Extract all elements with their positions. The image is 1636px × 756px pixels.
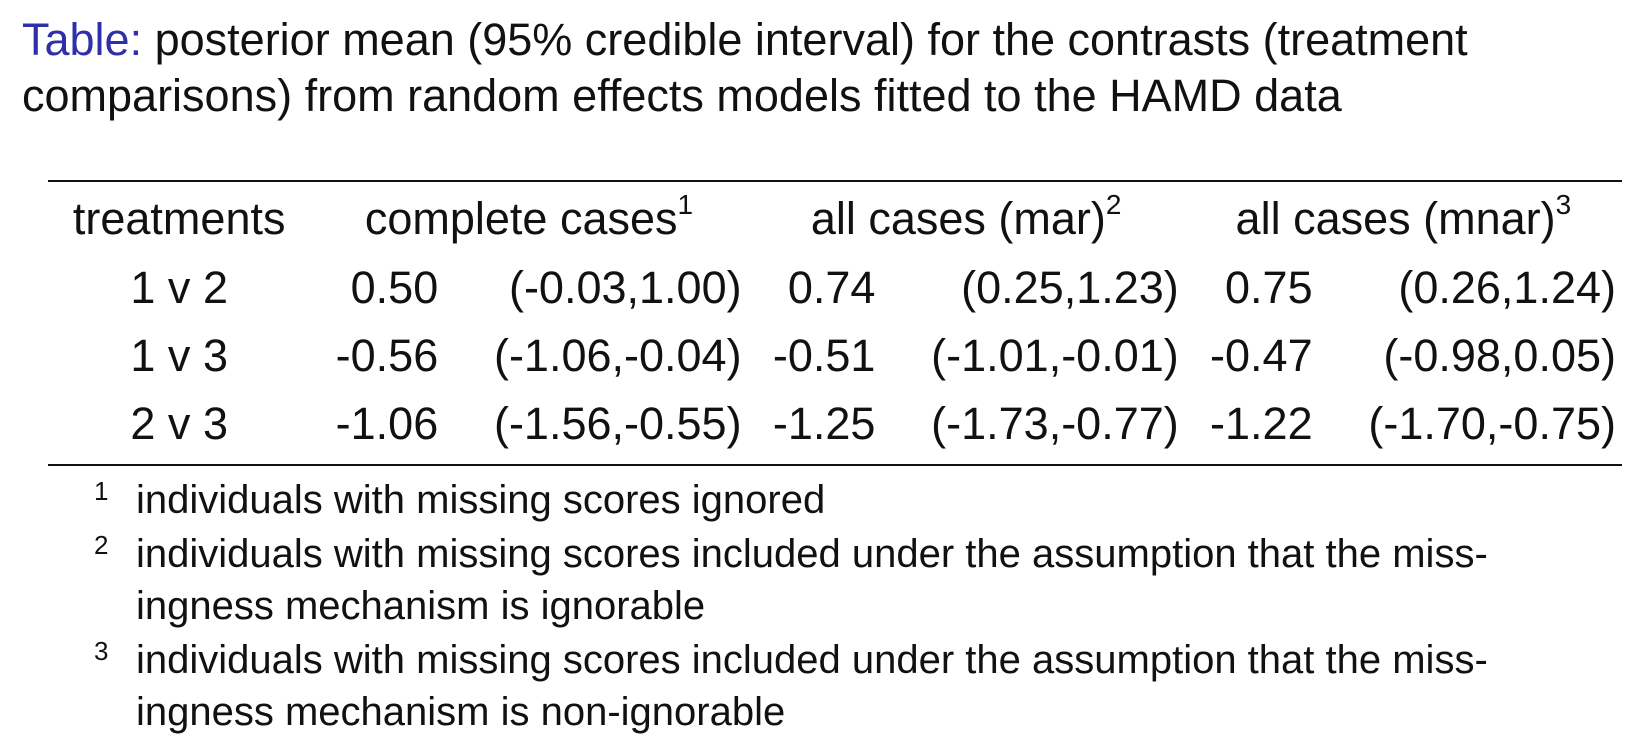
table-top-rule	[48, 180, 1622, 182]
footnote-ref-1: 1	[677, 189, 694, 220]
cell-mnar-ci: (-1.70,-0.75)	[1368, 398, 1616, 449]
cell-mnar-ci: (0.26,1.24)	[1398, 262, 1616, 313]
cell-treatment: 1 v 3	[130, 330, 228, 381]
cell-cc-ci: (-1.06,-0.04)	[493, 330, 742, 381]
table-caption: Table: posterior mean (95% credible inte…	[22, 12, 1612, 124]
table-row: 2 v 3 -1.06 (-1.56,-0.55) -1.25 (-1.73,-…	[48, 390, 1622, 458]
results-table: treatments complete cases1 all cases (ma…	[48, 184, 1622, 458]
cell-cc-mean: -0.56	[335, 330, 439, 381]
cell-mnar-mean: -1.22	[1210, 398, 1313, 449]
footnote-text: individuals with missing scores included…	[136, 532, 1488, 628]
header-complete-cases: complete cases1	[364, 189, 694, 245]
table-bottom-rule	[48, 464, 1622, 466]
cell-mnar-ci: (-0.98,0.05)	[1383, 330, 1616, 381]
header-treatments: treatments	[72, 193, 286, 244]
footnote-3: 3 individuals with missing scores includ…	[88, 634, 1618, 738]
footnote-1: 1 individuals with missing scores ignore…	[88, 474, 1618, 526]
cell-cc-ci: (-1.56,-0.55)	[493, 398, 742, 449]
cell-mar-mean: 0.74	[787, 262, 876, 313]
footnote-text: individuals with missing scores included…	[136, 638, 1488, 734]
cell-mnar-mean: 0.75	[1225, 262, 1313, 313]
table-row: 1 v 3 -0.56 (-1.06,-0.04) -0.51 (-1.01,-…	[48, 322, 1622, 390]
cell-mar-mean: -1.25	[772, 398, 876, 449]
header-all-cases-mar: all cases (mar)2	[810, 189, 1122, 245]
cell-cc-mean: -1.06	[335, 398, 439, 449]
caption-label: Table:	[22, 14, 143, 65]
footnotes: 1 individuals with missing scores ignore…	[88, 474, 1618, 740]
footnote-mark: 1	[94, 476, 109, 506]
footnote-ref-3: 3	[1555, 189, 1572, 220]
cell-mar-ci: (-1.73,-0.77)	[931, 398, 1179, 449]
cell-treatment: 1 v 2	[130, 262, 228, 313]
header-row: treatments complete cases1 all cases (ma…	[48, 184, 1622, 254]
cell-treatment: 2 v 3	[130, 398, 228, 449]
footnote-text: individuals with missing scores ignored	[136, 478, 826, 522]
cell-mar-mean: -0.51	[772, 330, 876, 381]
footnote-mark: 3	[94, 636, 109, 666]
footnote-2: 2 individuals with missing scores includ…	[88, 528, 1618, 632]
cell-cc-ci: (-0.03,1.00)	[508, 262, 742, 313]
cell-mar-ci: (0.25,1.23)	[961, 262, 1179, 313]
cell-cc-mean: 0.50	[350, 262, 439, 313]
footnote-ref-2: 2	[1105, 189, 1122, 220]
table-row: 1 v 2 0.50 (-0.03,1.00) 0.74 (0.25,1.23)…	[48, 254, 1622, 322]
cell-mar-ci: (-1.01,-0.01)	[931, 330, 1179, 381]
footnote-mark: 2	[94, 530, 109, 560]
caption-text: posterior mean (95% credible interval) f…	[22, 14, 1468, 121]
header-all-cases-mnar: all cases (mnar)3	[1235, 189, 1572, 245]
cell-mnar-mean: -0.47	[1210, 330, 1313, 381]
